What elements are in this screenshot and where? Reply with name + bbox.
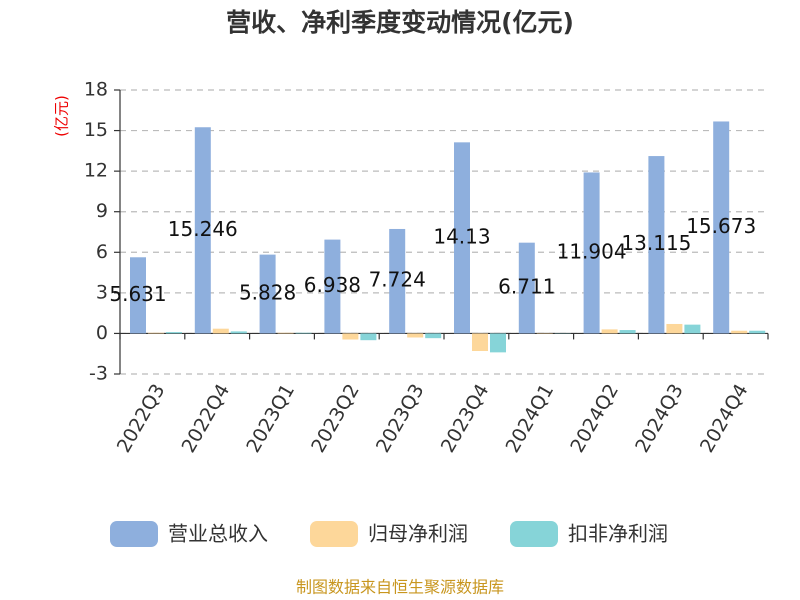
bar xyxy=(295,332,312,334)
bar xyxy=(454,142,470,334)
bar xyxy=(619,330,636,334)
bar xyxy=(360,333,377,341)
data-label: 13.115 xyxy=(621,231,691,255)
bar xyxy=(648,156,665,334)
legend-swatch xyxy=(510,521,558,547)
bar xyxy=(277,332,294,334)
x-tick-label: 2024Q3 xyxy=(631,380,688,456)
legend-label: 扣非净利润 xyxy=(568,522,668,546)
y-tick-label: 3 xyxy=(96,281,108,303)
bar xyxy=(425,333,442,339)
data-label: 11.904 xyxy=(557,239,627,263)
bar xyxy=(518,242,535,334)
legend-label: 归母净利润 xyxy=(368,522,468,546)
data-label: 15.246 xyxy=(168,217,238,241)
bar xyxy=(230,331,247,334)
bar xyxy=(259,254,276,334)
legend-swatch xyxy=(110,521,158,547)
y-tick-label: -3 xyxy=(89,363,108,385)
legend-label: 营业总收入 xyxy=(168,522,268,546)
bar xyxy=(130,257,146,334)
y-tick-label: 15 xyxy=(84,119,108,141)
bar xyxy=(148,332,164,334)
chart-title: 营收、净利季度变动情况(亿元) xyxy=(226,8,574,37)
x-tick-label: 2023Q2 xyxy=(307,380,364,456)
bar xyxy=(583,172,600,334)
data-label: 7.724 xyxy=(369,268,426,292)
source-note: 制图数据来自恒生聚源数据库 xyxy=(296,578,504,597)
bar xyxy=(749,330,766,334)
data-label: 6.711 xyxy=(498,275,555,299)
x-tick-label: 2024Q2 xyxy=(566,380,623,456)
y-tick-label: 9 xyxy=(96,200,108,222)
bar xyxy=(389,228,406,334)
bar xyxy=(212,328,229,334)
x-tick-label: 2024Q4 xyxy=(696,380,753,456)
y-tick-label: 6 xyxy=(96,241,108,263)
bar xyxy=(342,333,359,340)
data-label: 15.673 xyxy=(686,214,756,238)
y-tick-label: 18 xyxy=(84,79,108,101)
bar xyxy=(194,127,211,334)
data-label: 5.631 xyxy=(109,282,166,306)
x-tick-label: 2023Q4 xyxy=(437,380,494,456)
legend-swatch xyxy=(310,521,358,547)
bar xyxy=(731,330,748,334)
x-tick-label: 2022Q3 xyxy=(113,380,170,456)
bar xyxy=(490,333,506,353)
x-tick-label: 2022Q4 xyxy=(178,380,235,456)
bar xyxy=(472,333,488,352)
bar xyxy=(713,121,730,334)
y-tick-label: 0 xyxy=(96,322,108,344)
bar xyxy=(324,239,341,334)
bar xyxy=(666,323,683,334)
bar xyxy=(684,324,701,334)
data-label: 14.13 xyxy=(433,224,490,248)
bar xyxy=(407,333,424,338)
bar xyxy=(601,329,618,334)
data-label: 5.828 xyxy=(239,281,296,305)
x-tick-label: 2023Q1 xyxy=(242,380,299,456)
y-axis-label: (亿元) xyxy=(53,95,71,137)
x-tick-label: 2023Q3 xyxy=(372,380,429,456)
data-label: 6.938 xyxy=(304,273,361,297)
x-tick-label: 2024Q1 xyxy=(502,380,559,456)
bar xyxy=(166,332,182,334)
y-tick-label: 12 xyxy=(84,160,108,182)
